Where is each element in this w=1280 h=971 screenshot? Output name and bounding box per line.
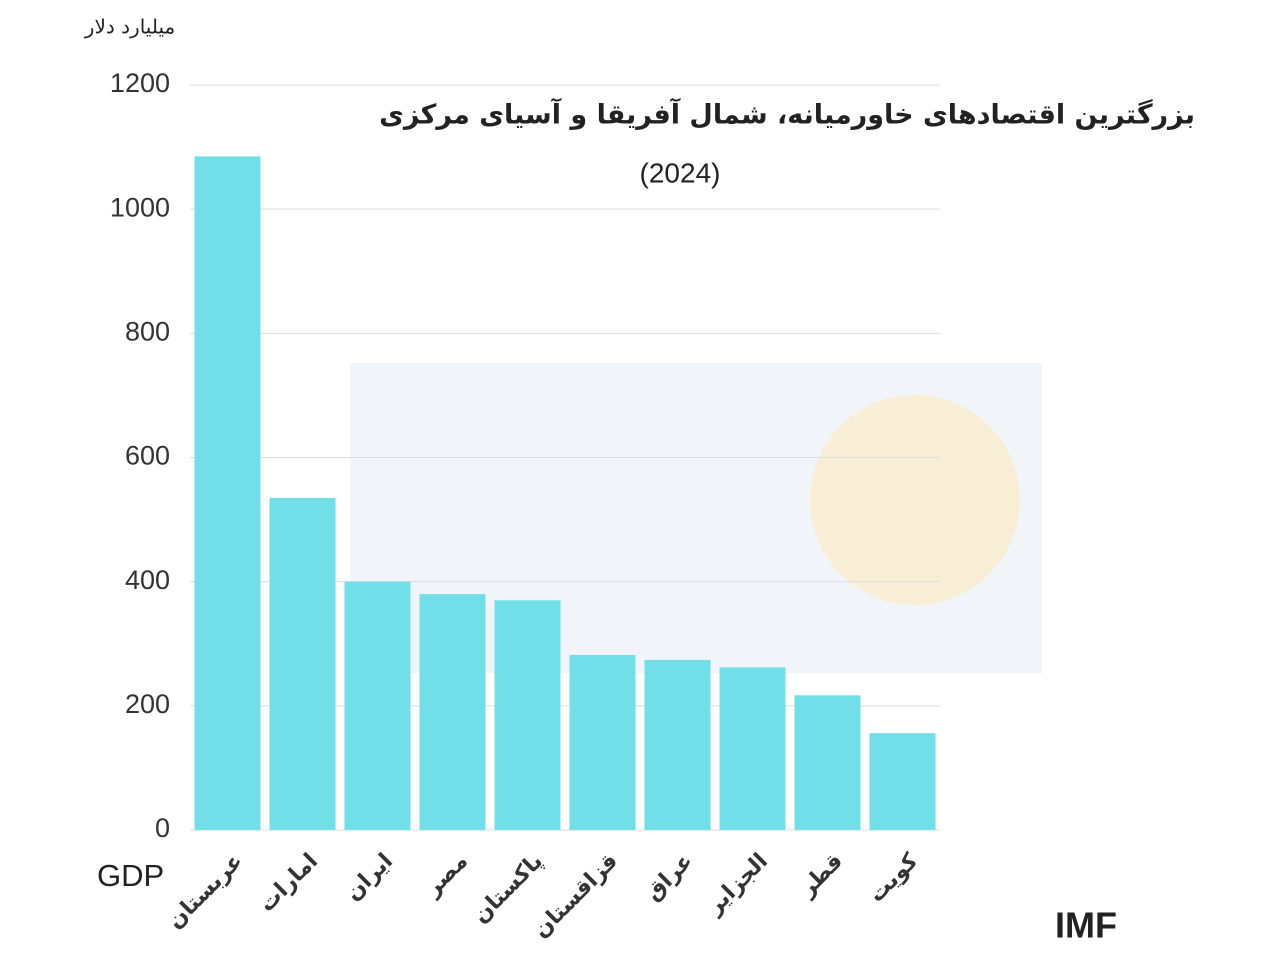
x-tick-label: عراق [641,849,698,906]
x-tick-label: امارات [255,849,323,917]
y-tick-label: 1200 [110,68,170,98]
x-tick-label: الجزایر [702,849,773,920]
bar [194,156,261,831]
bar [344,581,411,830]
y-axis-label: میلیارد دلار [84,15,175,39]
bar [569,654,636,830]
x-tick-label: قطر [795,849,848,902]
x-tick-label: کویت [864,849,923,908]
bar [644,659,711,830]
y-tick-label: 400 [125,565,170,595]
x-tick-label: مصر [420,849,473,902]
y-tick-label: 1000 [110,192,170,222]
bar [719,667,786,830]
x-tick-label: پاکستان [468,849,548,929]
y-tick-label: 600 [125,441,170,471]
bar [269,497,336,830]
bar [794,695,861,830]
source: IMF [1055,905,1117,946]
chart-title: بزرگترین اقتصادهای خاورمیانه، شمال آفریق… [379,98,1195,131]
x-tick-label: عربستان [163,849,248,934]
bar [419,594,486,830]
y-tick-label: 800 [125,316,170,346]
bar [494,600,561,830]
y-tick-label: 200 [125,689,170,719]
x-tick-label: ایران [341,849,398,906]
y-tick-label: 0 [155,813,170,843]
chart-subtitle: (2024) [640,157,721,188]
watermark-logo [810,395,1020,605]
x-axis-label: GDP [97,858,164,893]
bar [869,733,936,830]
